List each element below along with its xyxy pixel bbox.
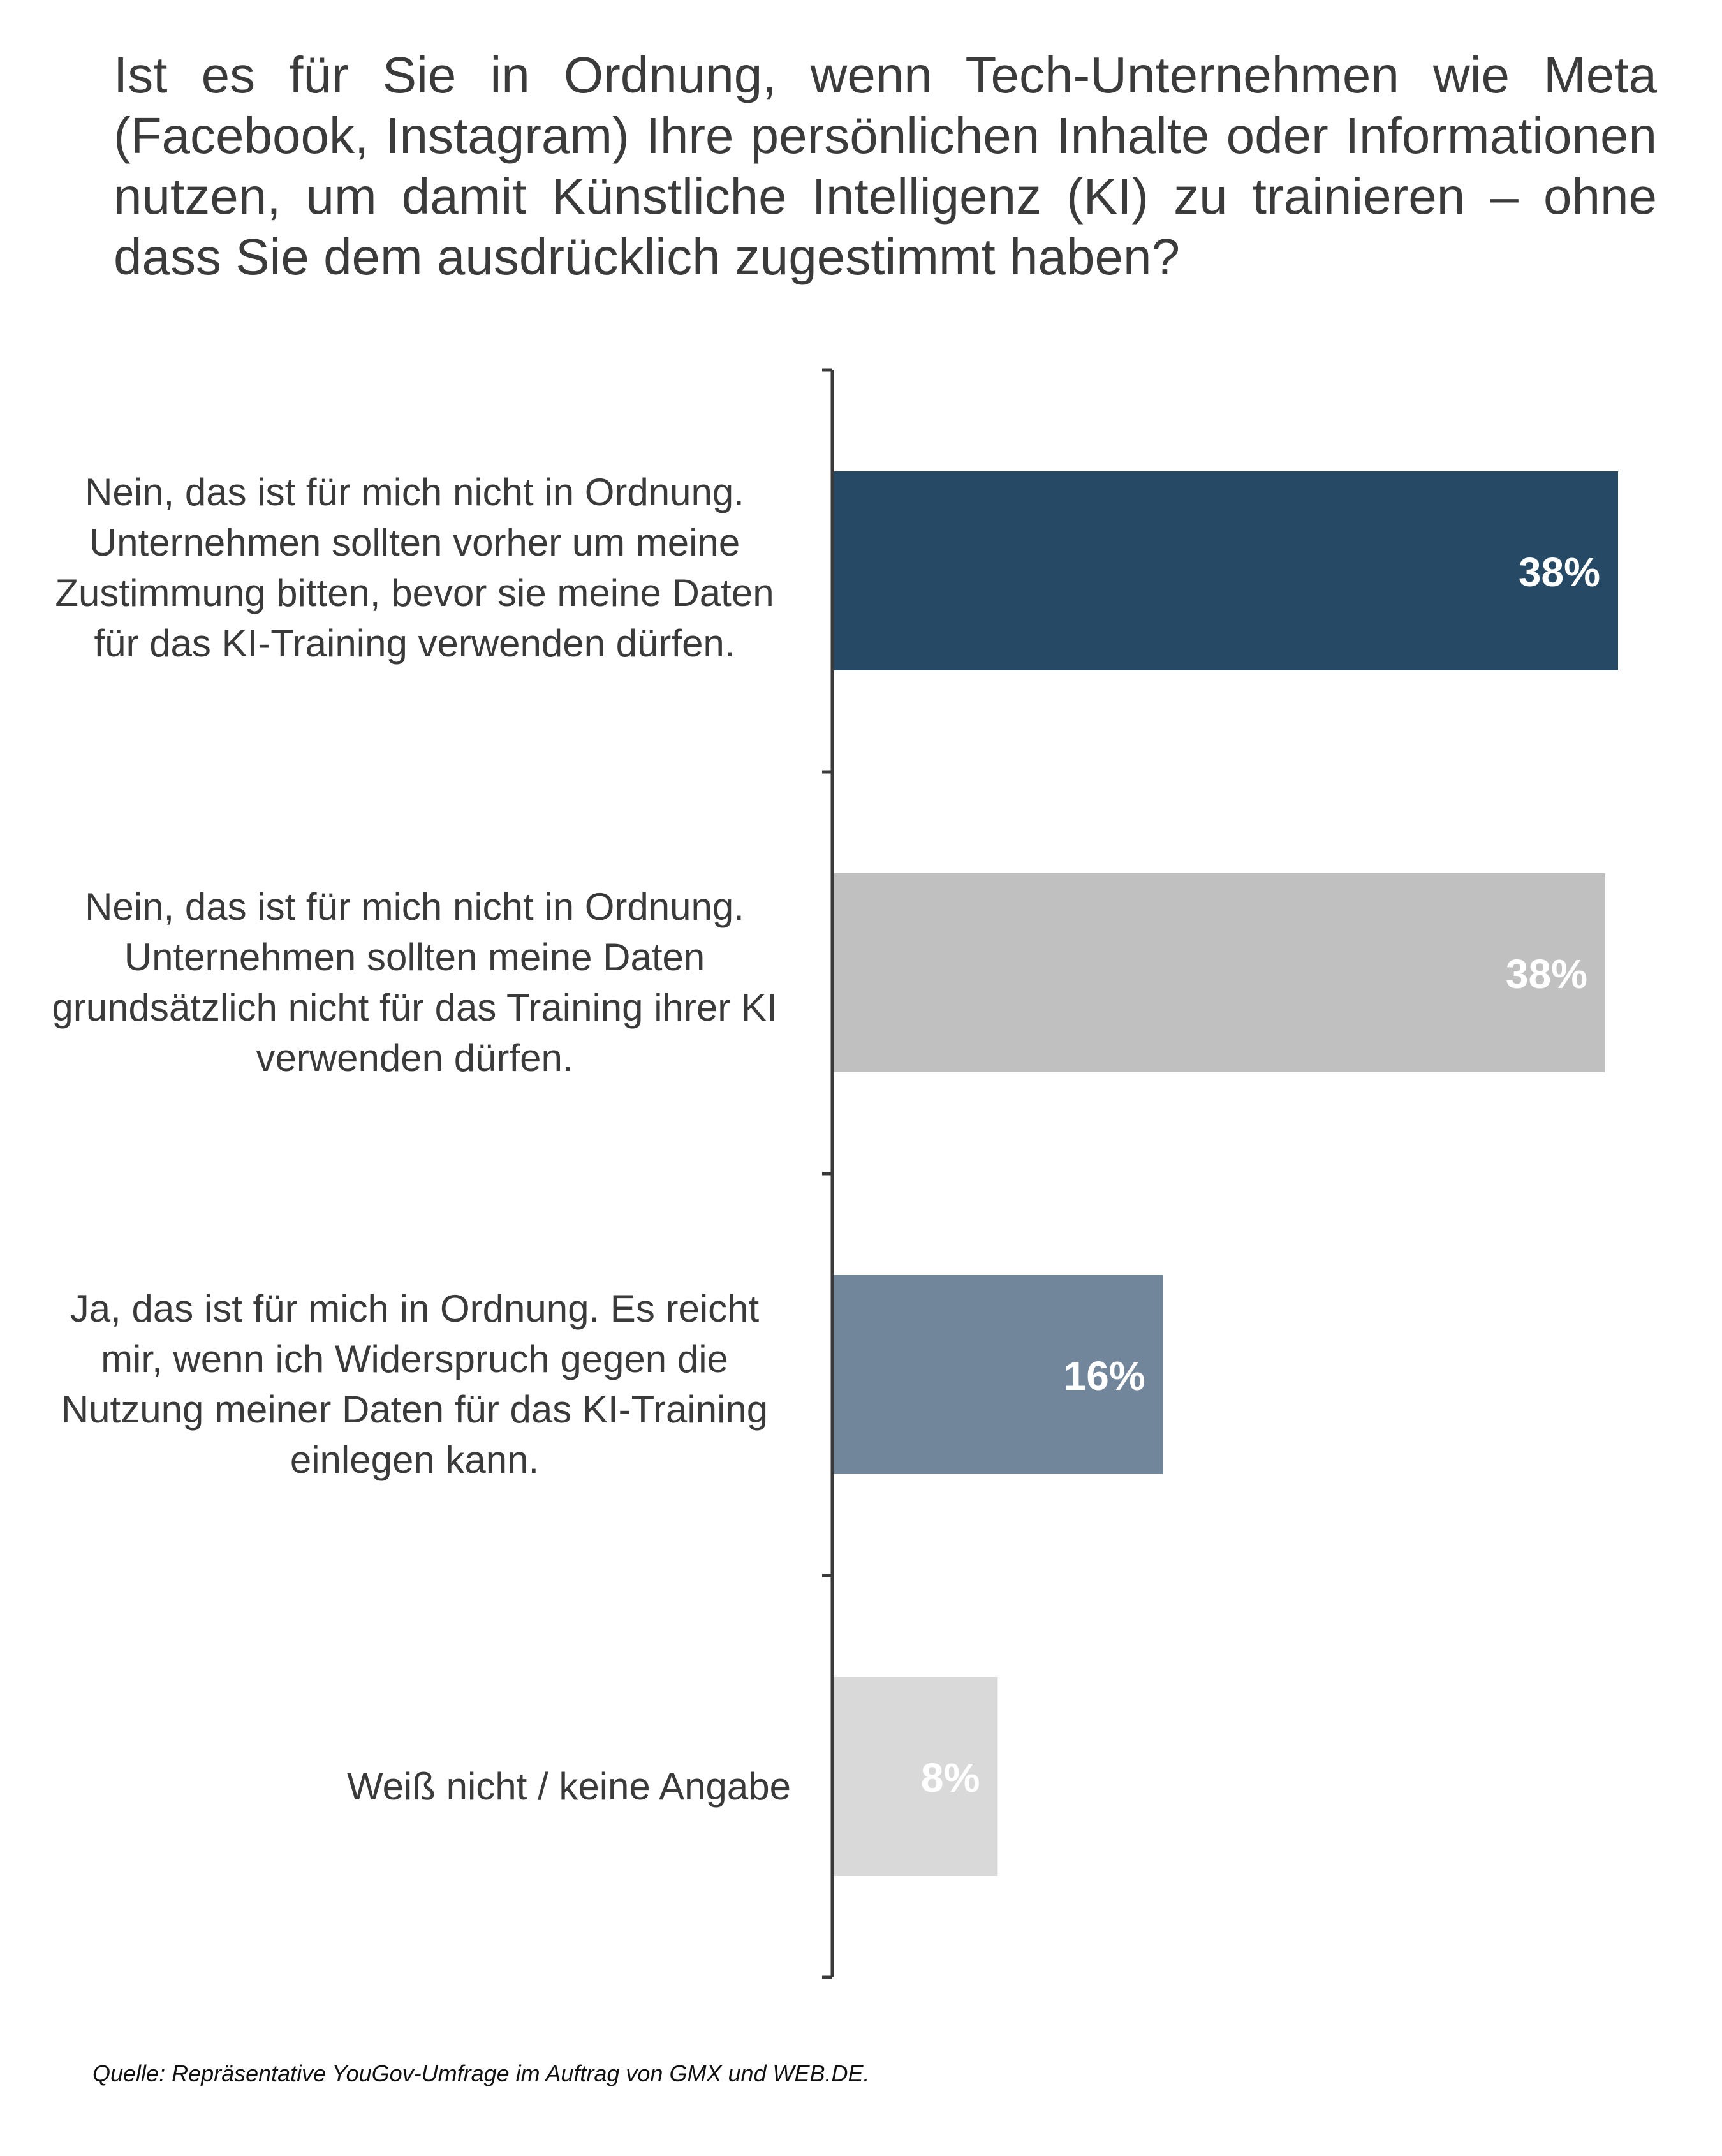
- chart-title: Ist es für Sie in Ordnung, wenn Tech-Unt…: [114, 47, 1657, 285]
- category-label-4: Weiß nicht / keine Angabe: [347, 1764, 791, 1808]
- bar-4: [832, 1677, 998, 1876]
- data-label-1: 38%: [1519, 549, 1600, 595]
- category-label-1: Nein, das ist für mich nicht in Ordnung.…: [55, 471, 774, 665]
- category-label-3: Ja, das ist für mich in Ordnung. Es reic…: [61, 1287, 769, 1481]
- data-label-4: 8%: [921, 1755, 980, 1801]
- source-note: Quelle: Repräsentative YouGov-Umfrage im…: [92, 2060, 870, 2086]
- category-label-2: Nein, das ist für mich nicht in Ordnung.…: [52, 885, 777, 1079]
- bar-3: [832, 1275, 1163, 1474]
- data-label-2: 38%: [1506, 951, 1587, 997]
- data-label-3: 16%: [1064, 1353, 1145, 1399]
- bar-2: [832, 873, 1605, 1072]
- bar-1: [832, 471, 1618, 670]
